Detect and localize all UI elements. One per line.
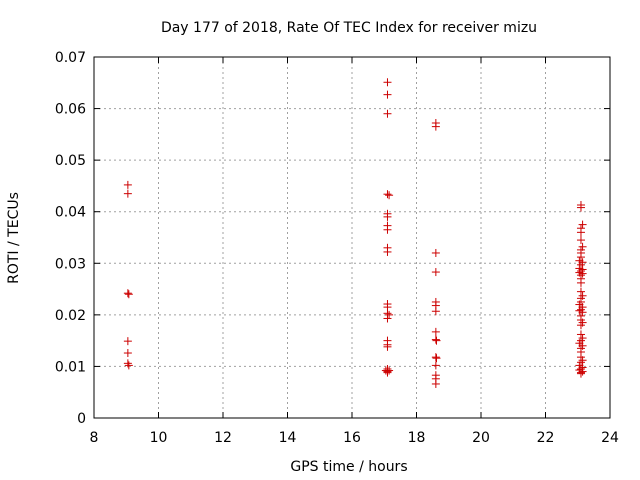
data-point <box>431 268 440 277</box>
x-tick-label: 24 <box>601 430 619 446</box>
y-tick-label: 0.06 <box>55 102 86 118</box>
y-tick-label: 0.07 <box>55 50 86 66</box>
y-axis-label: ROTI / TECUs <box>6 192 22 284</box>
axis-ticks: 8 10 12 14 16 18 20 22 24 0 0.01 0.02 0.03 0.04 0.05 0.… <box>55 50 619 446</box>
data-point <box>576 321 585 330</box>
data-point <box>383 314 392 323</box>
data-point <box>383 225 392 234</box>
data-point <box>578 308 587 317</box>
data-point <box>576 287 585 296</box>
data-point <box>123 359 132 368</box>
data-point <box>123 180 132 189</box>
data-point <box>576 278 585 287</box>
x-tick-label: 12 <box>214 430 232 446</box>
chart-title: Day 177 of 2018, Rate Of TEC Index for r… <box>161 20 537 36</box>
data-point <box>123 189 132 198</box>
data-point <box>578 269 587 278</box>
data-point <box>576 369 585 378</box>
data-point <box>431 307 440 316</box>
data-point <box>383 78 392 87</box>
x-tick-label: 8 <box>90 430 99 446</box>
data-point <box>576 228 585 237</box>
data-point <box>383 109 392 118</box>
data-point <box>383 90 392 99</box>
grid-lines <box>94 57 610 418</box>
data-point <box>431 379 440 388</box>
x-tick-label: 10 <box>150 430 168 446</box>
y-tick-label: 0.01 <box>55 359 86 375</box>
y-tick-label: 0.03 <box>55 256 86 272</box>
data-point <box>431 353 440 362</box>
data-point <box>575 256 584 265</box>
y-tick-label: 0.02 <box>55 308 86 324</box>
data-point <box>383 368 392 377</box>
x-tick-label: 14 <box>279 430 297 446</box>
data-point <box>432 336 441 345</box>
data-point <box>431 248 440 257</box>
data-point <box>383 212 392 221</box>
data-point <box>576 236 585 245</box>
data-point <box>576 253 585 262</box>
data-point <box>123 289 132 298</box>
data-point <box>123 337 132 346</box>
data-point <box>578 220 587 229</box>
data-point <box>431 327 440 336</box>
data-point <box>578 367 587 376</box>
data-point <box>123 349 132 358</box>
data-point <box>431 361 440 370</box>
plot-frame <box>93 56 611 419</box>
data-point <box>383 247 392 256</box>
data-point <box>578 356 587 365</box>
x-tick-label: 22 <box>537 430 555 446</box>
y-tick-label: 0.04 <box>55 205 86 221</box>
data-point <box>124 361 133 370</box>
data-point <box>385 366 394 375</box>
x-tick-label: 18 <box>408 430 426 446</box>
x-tick-label: 16 <box>343 430 361 446</box>
data-point <box>385 191 394 200</box>
y-tick-label: 0.05 <box>55 153 86 169</box>
data-point <box>431 122 440 131</box>
x-tick-label: 20 <box>472 430 490 446</box>
data-point <box>576 203 585 212</box>
data-point <box>432 354 441 363</box>
data-point <box>575 306 584 315</box>
y-tick-label: 0 <box>77 411 86 427</box>
data-point <box>383 190 392 199</box>
data-point <box>383 342 392 351</box>
x-axis-label: GPS time / hours <box>290 459 407 475</box>
data-point <box>124 290 133 299</box>
data-point <box>431 335 440 344</box>
data-points <box>123 78 587 388</box>
data-point <box>385 310 394 319</box>
